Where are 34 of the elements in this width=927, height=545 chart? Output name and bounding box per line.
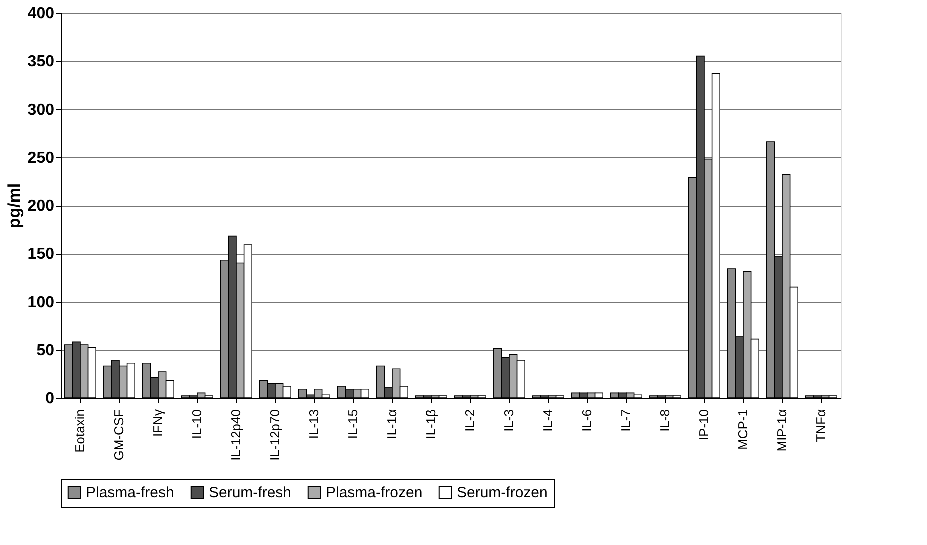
legend-label: Plasma-fresh bbox=[86, 484, 174, 502]
y-tick-label: 300 bbox=[28, 102, 55, 119]
y-tick-label: 400 bbox=[28, 6, 55, 22]
y-tick-label: 0 bbox=[46, 390, 55, 408]
x-tick-label: Eotaxin bbox=[72, 410, 88, 453]
x-tick-label: IL-10 bbox=[190, 410, 204, 440]
y-tick-label: 150 bbox=[28, 246, 55, 264]
x-tick-label: IL-6 bbox=[580, 410, 594, 432]
x-tick-label: IL-2 bbox=[462, 410, 478, 432]
x-tick-label: IL-12p40 bbox=[228, 410, 244, 461]
x-tick-label: MCP-1 bbox=[736, 410, 750, 450]
x-tick-label: IP-10 bbox=[696, 410, 712, 441]
legend-label: Serum-frozen bbox=[457, 484, 548, 502]
x-tick-label: IFNγ bbox=[150, 409, 166, 437]
legend-label: Serum-fresh bbox=[209, 484, 292, 502]
x-tick-label: IL-7 bbox=[618, 410, 634, 432]
y-tick-label: 200 bbox=[28, 198, 55, 215]
x-tick-label: IL-15 bbox=[346, 410, 360, 440]
y-tick-label: 250 bbox=[28, 150, 55, 167]
x-tick-label: IL-1β bbox=[424, 410, 438, 440]
legend-label: Plasma-frozen bbox=[326, 484, 423, 502]
x-tick-label: MIP-1α bbox=[774, 409, 790, 452]
x-tick-label: IL-1α bbox=[384, 409, 400, 440]
x-tick-label: IL-12p70 bbox=[268, 410, 282, 461]
x-tick-label: IL-3 bbox=[502, 410, 516, 432]
x-tick-label: IL-4 bbox=[540, 410, 556, 432]
x-tick-label: IL-8 bbox=[658, 410, 672, 432]
x-tick-label: IL-13 bbox=[306, 410, 322, 440]
y-axis-title: pg/ml bbox=[4, 183, 24, 229]
y-tick-label: 50 bbox=[36, 342, 55, 360]
y-tick-label: 350 bbox=[28, 54, 55, 71]
x-tick-label: TNFα bbox=[814, 409, 828, 442]
y-tick-label: 100 bbox=[28, 294, 55, 312]
x-tick-label: GM-CSF bbox=[112, 409, 126, 461]
